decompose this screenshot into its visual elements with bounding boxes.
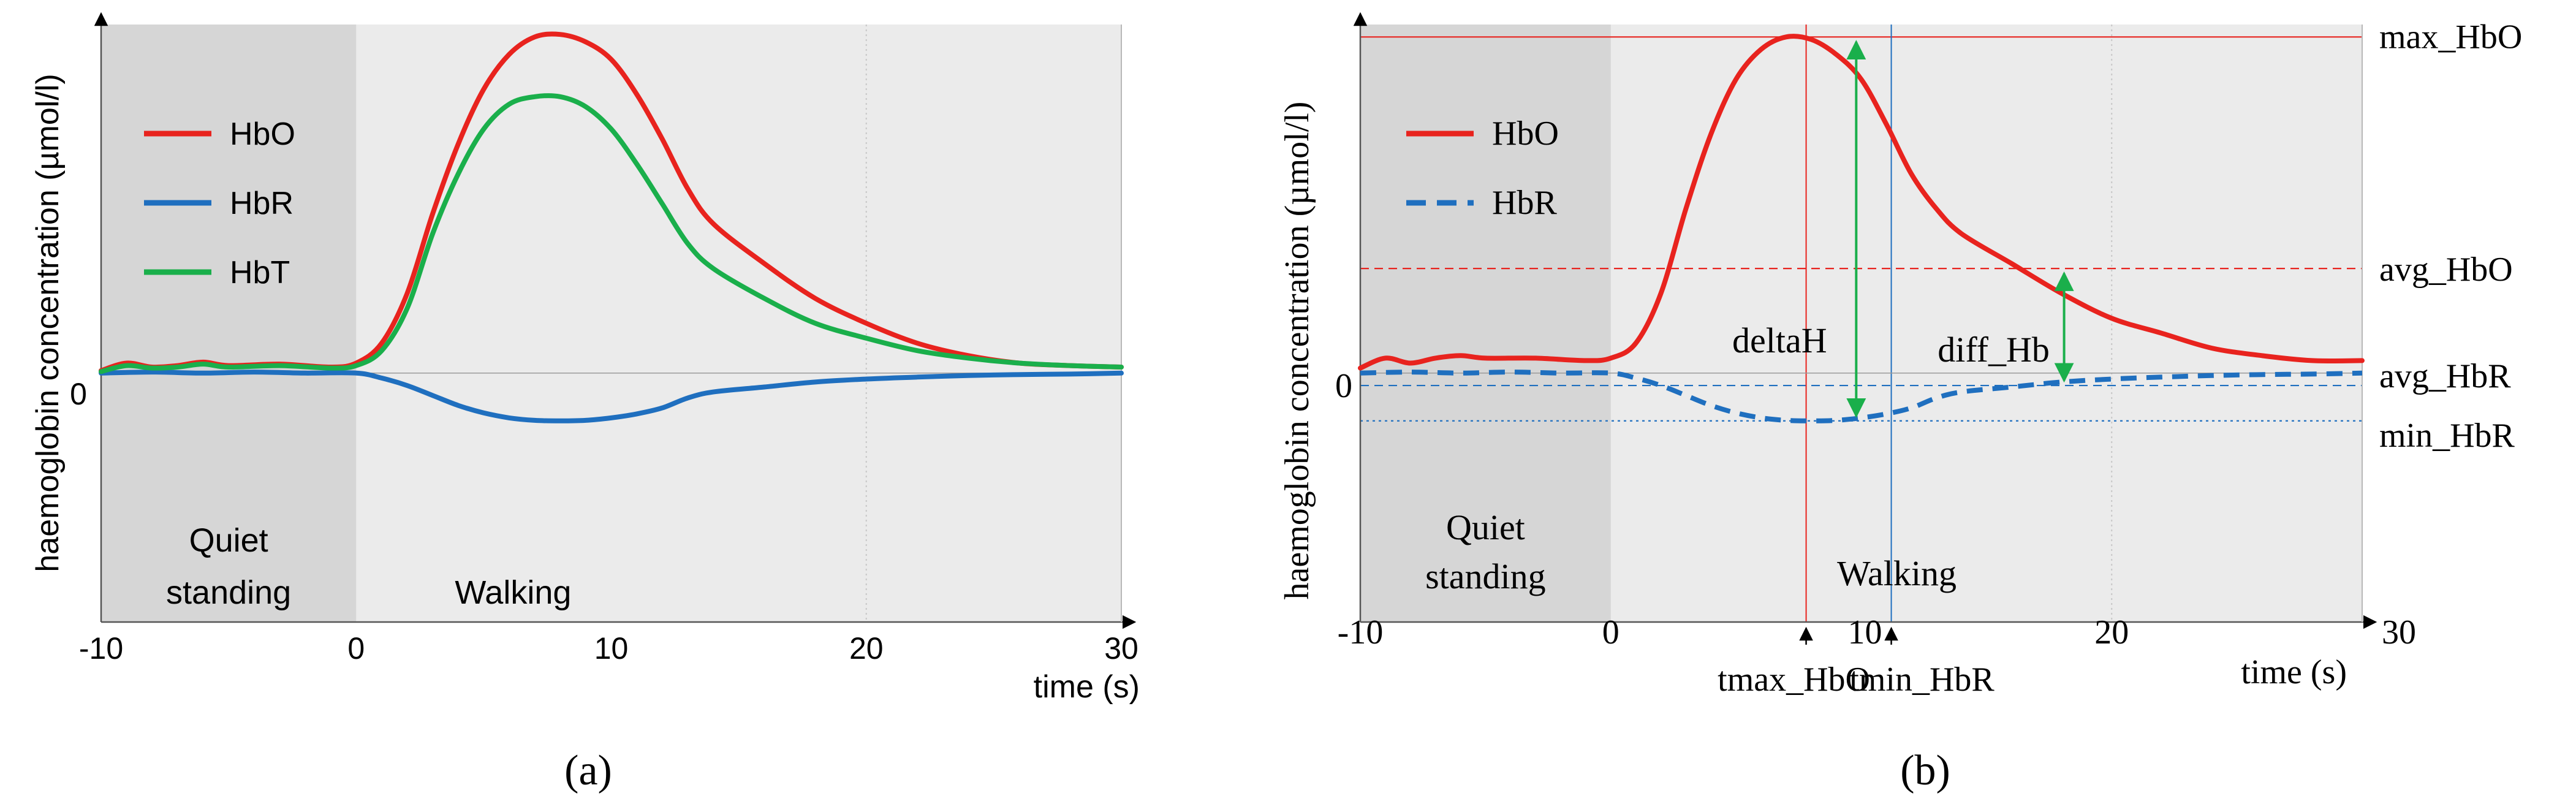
- panel-label: (a): [564, 747, 612, 794]
- legend-label-hbo: HbO: [230, 116, 295, 152]
- annotation-label-deltah: deltaH: [1732, 321, 1827, 360]
- x-tick-label: -10: [79, 631, 123, 666]
- annotation-label-diff-hb: diff_Hb: [1938, 330, 2050, 370]
- region-label-quiet-standing: standing: [1425, 556, 1546, 596]
- x-tick-label: 10: [1848, 613, 1882, 651]
- region-label-walking: Walking: [455, 574, 571, 611]
- x-tick-label: 20: [849, 631, 884, 666]
- region-label-walking: Walking: [1837, 553, 1957, 593]
- reference-label-avg-hbo: avg_HbO: [2379, 251, 2513, 289]
- reference-label-min-hbr: min_HbR: [2379, 417, 2515, 455]
- region-label-quiet-standing: Quiet: [1446, 507, 1525, 547]
- series-line-hbr: [1360, 370, 2363, 423]
- region-quiet-standing: [101, 25, 357, 622]
- reference-label-avg-hbr: avg_HbR: [2379, 357, 2511, 395]
- reference-label-tmax-hbo: tmax_HbO: [1718, 661, 1870, 699]
- legend-label-hbr: HbR: [230, 186, 294, 221]
- series-line-hbo: [1358, 34, 2365, 371]
- y-axis-label: haemoglobin concentration (µmol/l): [1278, 102, 1316, 600]
- x-axis-label: time (s): [1034, 669, 1140, 705]
- region-label-quiet-standing: Quiet: [189, 522, 268, 559]
- x-tick-label: 10: [594, 631, 629, 666]
- reference-label-tmin-hbr: tmin_HbR: [1849, 661, 1995, 699]
- x-tick-label: 20: [2094, 613, 2129, 651]
- x-tick-label: 0: [1602, 613, 1619, 651]
- x-tick-label: 0: [347, 631, 365, 666]
- series-line-hbr: [99, 370, 1124, 423]
- x-axis-label: time (s): [2241, 653, 2347, 691]
- legend-label-hbr: HbR: [1492, 184, 1557, 222]
- legend-label-hbt: HbT: [230, 255, 290, 290]
- y-tick-label: 0: [70, 377, 87, 411]
- region-quiet-standing: [1360, 25, 1611, 622]
- legend-label-hbo: HbO: [1492, 115, 1559, 153]
- x-tick-label: 30: [2382, 613, 2416, 651]
- panel-b: deltaH diff_Hb -10 0 10 20 30 0 time (s) haemogl…: [1278, 12, 2522, 794]
- panel-label: (b): [1900, 747, 1950, 794]
- x-tick-label: -10: [1338, 613, 1384, 651]
- series-line-hbt: [99, 93, 1124, 374]
- reference-label-max-hbo: max_HbO: [2379, 18, 2522, 56]
- y-tick-label: 0: [1335, 367, 1352, 405]
- y-axis-label: haemoglobin concentration (µmol/l): [30, 74, 66, 572]
- x-tick-label: 30: [1104, 631, 1138, 666]
- panel-a: -10 0 10 20 30 0 time (s) haemoglobin concentra…: [30, 12, 1140, 794]
- region-label-quiet-standing: standing: [166, 574, 291, 611]
